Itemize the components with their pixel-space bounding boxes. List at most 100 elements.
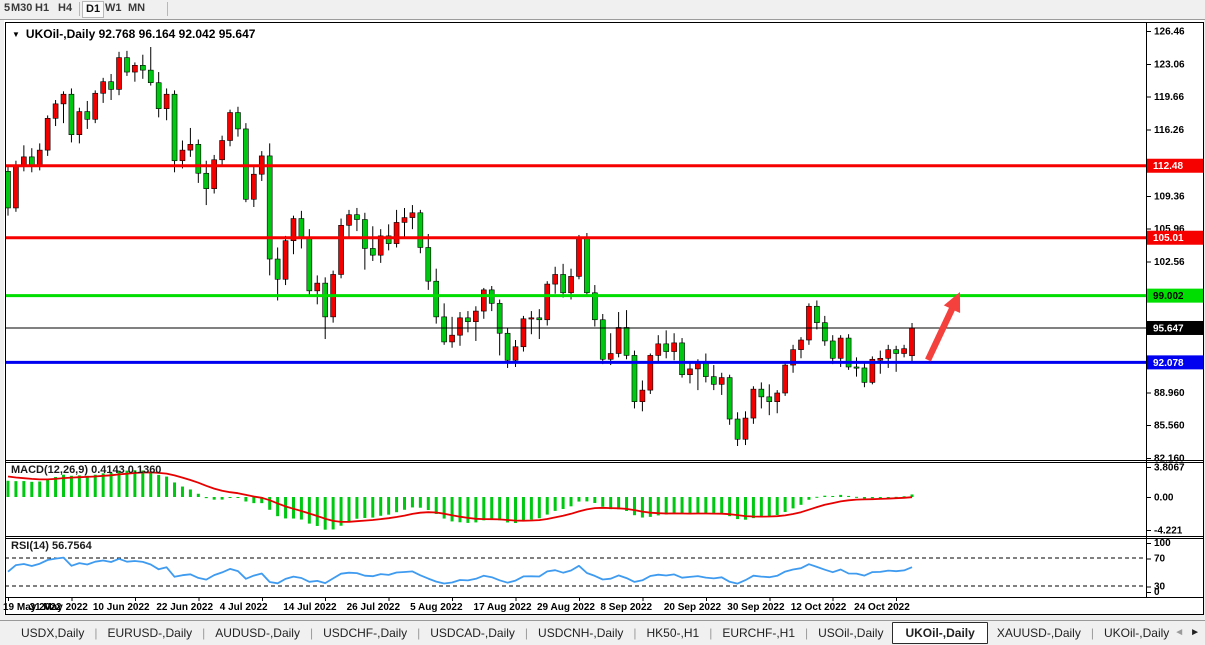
macd-bar: [109, 473, 113, 497]
macd-bar: [593, 497, 597, 503]
chart-tab-usdx-daily[interactable]: USDX,Daily: [21, 626, 85, 640]
candle: [282, 240, 289, 280]
chart-tab-ukoil-daily[interactable]: UKOil-,Daily: [892, 622, 988, 644]
macd-bar: [759, 497, 763, 518]
macd-bar: [6, 480, 10, 497]
candle: [179, 149, 186, 162]
price-level-badge: 99.002: [1147, 288, 1203, 303]
chart-tab-usdcad-daily[interactable]: USDCAD-,Daily: [430, 626, 515, 640]
rsi-axis-label: 0: [1154, 587, 1160, 598]
candle: [457, 317, 463, 336]
timeframe-button-H1[interactable]: H1: [35, 2, 50, 14]
candle: [76, 111, 83, 136]
price-level-badge-label: 95.647: [1153, 323, 1184, 334]
trend-arrow-annotation[interactable]: [925, 292, 961, 362]
timeframe-button-5[interactable]: 5: [4, 2, 11, 14]
candle: [703, 362, 709, 377]
chart-tab-xauusd-daily[interactable]: XAUUSD-,Daily: [996, 626, 1081, 640]
macd-bar: [165, 476, 169, 497]
candle: [663, 343, 669, 352]
macd-bar: [93, 474, 97, 497]
chart-frame: [5, 22, 1204, 615]
candle: [758, 388, 765, 398]
chart-tab-usdchf-daily[interactable]: USDCHF-,Daily: [323, 626, 408, 640]
chart-tab-hk50-h1[interactable]: HK50-,H1: [646, 626, 700, 640]
macd-bar: [609, 497, 613, 510]
candle: [409, 212, 416, 218]
candle: [465, 317, 471, 322]
macd-bar: [799, 497, 803, 505]
macd-bar: [870, 497, 874, 499]
candle: [140, 65, 146, 71]
macd-bar: [688, 497, 692, 514]
candle: [520, 318, 527, 348]
price-axis-label: 116.26: [1154, 125, 1184, 136]
macd-bar: [847, 495, 851, 497]
price-axis-label: 109.36: [1154, 191, 1185, 202]
candle: [52, 103, 59, 119]
chart-tab-eurusd-daily[interactable]: EURUSD-,Daily: [107, 626, 193, 640]
macd-bar: [149, 471, 153, 497]
macd-bar: [371, 497, 375, 518]
price-level-badge: 95.647: [1147, 320, 1203, 335]
macd-bar: [133, 470, 137, 497]
chart-tab-usdcnh-daily[interactable]: USDCNH-,Daily: [538, 626, 624, 640]
chart-tab-ukoil-daily[interactable]: UKOil-,Daily: [1103, 626, 1170, 640]
tab-scroll-icons[interactable]: ◄ ►: [1174, 627, 1200, 638]
candle: [821, 322, 828, 342]
candle: [560, 274, 566, 294]
macd-bar: [743, 497, 747, 520]
candle: [346, 214, 352, 226]
tab-scroll-left-icon[interactable]: ◄: [1174, 627, 1185, 638]
date-axis-label: 31 May 2022: [29, 602, 88, 613]
symbol-dropdown-icon[interactable]: ▼: [12, 30, 20, 39]
candle: [116, 57, 122, 90]
candle: [528, 317, 535, 320]
macd-bar: [514, 497, 518, 524]
macd-bar: [656, 497, 660, 516]
timeframe-button-D1[interactable]: D1: [82, 1, 105, 18]
macd-bar: [284, 497, 288, 519]
macd-bar: [450, 497, 454, 522]
macd-bar: [704, 497, 708, 514]
tab-separator: |: [1090, 626, 1094, 640]
macd-bar: [276, 497, 280, 517]
candle: [100, 81, 106, 94]
chart-tab-usoil-daily[interactable]: USOil-,Daily: [818, 626, 884, 640]
rsi-axis-label: 30: [1154, 582, 1166, 593]
date-axis-label: 4 Jul 2022: [220, 602, 268, 613]
timeframe-button-MN[interactable]: MN: [128, 2, 146, 14]
date-axis-label: 17 Aug 2022: [474, 602, 532, 613]
candle: [171, 93, 178, 162]
macd-bar: [601, 497, 605, 507]
chart-tab-eurchf-h1[interactable]: EURCHF-,H1: [722, 626, 795, 640]
macd-bar: [545, 497, 549, 515]
macd-bar: [625, 497, 629, 511]
macd-bar: [180, 486, 184, 497]
macd-bar: [188, 489, 192, 497]
macd-bar: [767, 497, 771, 517]
macd-bar: [387, 497, 391, 515]
candle: [227, 112, 233, 141]
tab-separator: |: [633, 626, 637, 640]
price-axis-label: 85.560: [1154, 421, 1185, 432]
candle: [576, 236, 582, 277]
macd-bar: [862, 497, 866, 499]
candle: [449, 334, 455, 343]
timeframe-button-H4[interactable]: H4: [58, 2, 73, 14]
macd-bar: [577, 497, 581, 502]
candle: [623, 327, 630, 356]
candle: [687, 368, 693, 375]
badge-bg: [1147, 320, 1203, 335]
chart-tab-audusd-daily[interactable]: AUDUSD-,Daily: [215, 626, 300, 640]
macd-bar: [212, 497, 216, 500]
macd-bar: [775, 497, 779, 516]
timeframe-button-M30[interactable]: M30: [11, 2, 33, 14]
macd-bar: [101, 473, 105, 497]
tab-scroll-right-icon[interactable]: ►: [1190, 627, 1200, 638]
tab-separator: |: [805, 626, 809, 640]
timeframe-button-W1[interactable]: W1: [105, 2, 122, 14]
candle: [401, 217, 408, 223]
candle: [441, 316, 447, 343]
